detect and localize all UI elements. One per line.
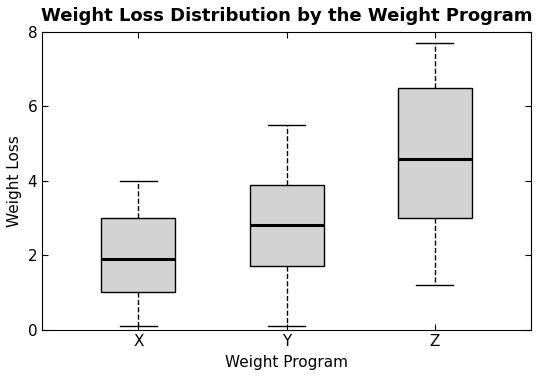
PathPatch shape <box>398 88 472 218</box>
PathPatch shape <box>101 218 175 293</box>
PathPatch shape <box>250 185 324 267</box>
Y-axis label: Weight Loss: Weight Loss <box>7 135 22 227</box>
Title: Weight Loss Distribution by the Weight Program: Weight Loss Distribution by the Weight P… <box>41 7 532 25</box>
X-axis label: Weight Program: Weight Program <box>225 355 348 370</box>
